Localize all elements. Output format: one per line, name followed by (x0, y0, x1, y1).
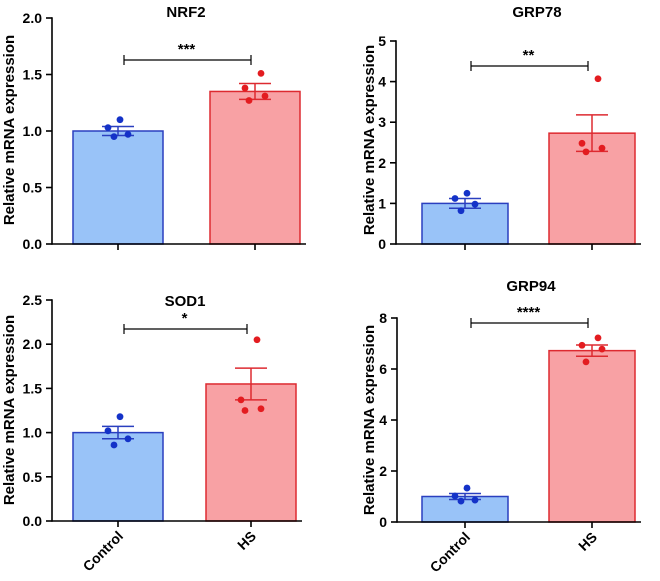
data-point (463, 189, 471, 197)
panel-grp78: GRP78 Relative mRNA expression 0 1 2 3 4 5 ** (361, 4, 641, 252)
chart-title: GRP94 (506, 278, 556, 295)
data-point (261, 92, 269, 100)
y-tick-label: 3 (378, 114, 386, 130)
data-point (124, 435, 132, 443)
panel-grp94: GRP94 Relative mRNA expression 0 2 4 6 8 Cont… (361, 278, 641, 575)
error-bar (239, 82, 271, 101)
y-tick-label: 0.0 (23, 513, 43, 529)
y-axis-label: Relative mRNA expression (361, 45, 378, 235)
significance-label: * (182, 310, 188, 327)
y-tick-label: 0 (378, 236, 386, 252)
data-point (257, 69, 265, 77)
bar-hs (209, 90, 301, 245)
data-point (594, 334, 602, 342)
data-point (598, 345, 606, 353)
bar-hs (548, 349, 636, 523)
y-tick-label: 1 (378, 195, 386, 211)
significance-label: *** (178, 41, 196, 58)
y-tick-label: 1.0 (23, 123, 43, 139)
data-point (110, 441, 118, 449)
significance-bracket (470, 61, 589, 71)
data-point (116, 413, 124, 421)
panel-sod1: SOD1 Relative mRNA expression 0.0 0.5 1.0 1… (1, 292, 302, 574)
chart-title: GRP78 (512, 4, 561, 21)
chart-title: NRF2 (166, 4, 205, 21)
data-point (463, 484, 471, 492)
bar-hs (205, 383, 297, 522)
y-tick-label: 2 (378, 155, 386, 171)
data-point (245, 97, 253, 104)
data-point (457, 497, 465, 505)
data-point (110, 133, 118, 141)
y-tick-label: 1.5 (23, 380, 43, 396)
panel-nrf2: NRF2 Relative mRNA expression 0.0 0.5 1.0 1… (1, 4, 306, 252)
y-tick-label: 8 (379, 310, 387, 326)
bar-control (421, 202, 509, 245)
y-tick-label: 2.5 (23, 292, 43, 308)
significance-bracket (470, 318, 589, 328)
y-tick-label: 6 (379, 361, 387, 377)
y-axis-label: Relative mRNA expression (1, 315, 18, 505)
data-point (451, 195, 459, 202)
data-point (582, 358, 590, 366)
data-point (253, 336, 261, 344)
y-tick-label: 0.0 (23, 236, 43, 252)
data-point (124, 130, 132, 138)
data-point (237, 396, 245, 404)
y-tick-label: 0 (379, 514, 387, 530)
data-point (471, 496, 479, 504)
y-tick-label: 1.5 (23, 67, 43, 83)
bar-control (72, 130, 164, 245)
data-point (104, 427, 112, 435)
data-point (116, 116, 124, 124)
y-tick-label: 2 (379, 463, 387, 479)
data-point (451, 492, 459, 500)
y-axis-label: Relative mRNA expression (1, 35, 18, 225)
y-tick-label: 0.5 (23, 180, 43, 196)
data-point (257, 405, 265, 413)
data-point (598, 144, 606, 152)
significance-bracket (123, 324, 248, 334)
y-tick-label: 2.0 (23, 10, 43, 26)
data-point (578, 341, 586, 349)
data-point (582, 148, 590, 156)
y-tick-label: 4 (378, 74, 386, 90)
bar-control (421, 495, 509, 523)
data-point (104, 124, 112, 132)
y-tick-label: 2.0 (23, 336, 43, 352)
y-axis-label: Relative mRNA expression (361, 325, 378, 515)
x-tick-label-hs: HS (575, 529, 600, 554)
data-point (241, 407, 249, 414)
y-tick-label: 1.0 (23, 425, 43, 441)
data-point (241, 84, 249, 92)
chart-title: SOD1 (165, 293, 206, 310)
data-point (578, 139, 586, 147)
x-tick-label-control: Control (80, 528, 127, 575)
y-tick-label: 0.5 (23, 469, 43, 485)
bar-control (72, 431, 164, 522)
significance-bracket (123, 55, 252, 65)
x-tick-label-hs: HS (234, 528, 259, 553)
y-tick-label: 4 (379, 412, 387, 428)
significance-label: ** (523, 47, 535, 64)
x-tick-label-control: Control (427, 529, 474, 576)
significance-label: **** (517, 304, 541, 321)
y-tick-label: 5 (378, 33, 386, 49)
data-point (471, 200, 479, 208)
data-point (457, 207, 465, 215)
data-point (594, 75, 602, 83)
